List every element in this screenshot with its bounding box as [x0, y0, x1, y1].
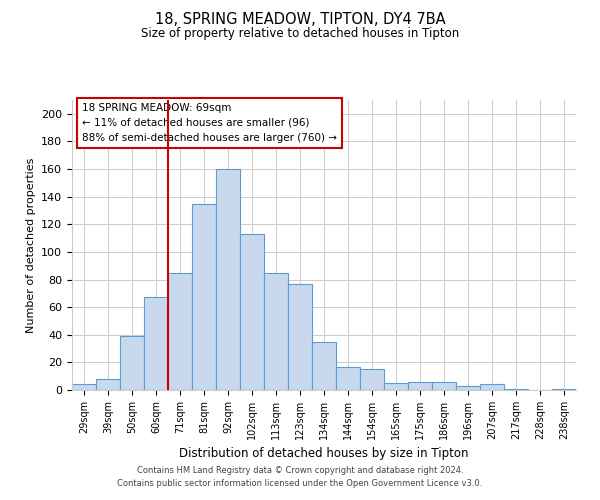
- Bar: [480, 384, 504, 390]
- Bar: [240, 234, 264, 390]
- Text: Contains HM Land Registry data © Crown copyright and database right 2024.
Contai: Contains HM Land Registry data © Crown c…: [118, 466, 482, 487]
- Bar: [96, 379, 120, 390]
- Bar: [288, 284, 312, 390]
- Y-axis label: Number of detached properties: Number of detached properties: [26, 158, 35, 332]
- Bar: [120, 336, 144, 390]
- Bar: [144, 298, 168, 390]
- Bar: [456, 386, 480, 390]
- Bar: [216, 169, 240, 390]
- X-axis label: Distribution of detached houses by size in Tipton: Distribution of detached houses by size …: [179, 448, 469, 460]
- Text: Size of property relative to detached houses in Tipton: Size of property relative to detached ho…: [141, 28, 459, 40]
- Bar: [312, 342, 336, 390]
- Bar: [72, 384, 96, 390]
- Bar: [432, 382, 456, 390]
- Text: 18, SPRING MEADOW, TIPTON, DY4 7BA: 18, SPRING MEADOW, TIPTON, DY4 7BA: [155, 12, 445, 28]
- Bar: [552, 388, 576, 390]
- Bar: [504, 388, 528, 390]
- Bar: [264, 272, 288, 390]
- Bar: [192, 204, 216, 390]
- Text: 18 SPRING MEADOW: 69sqm
← 11% of detached houses are smaller (96)
88% of semi-de: 18 SPRING MEADOW: 69sqm ← 11% of detache…: [82, 103, 337, 142]
- Bar: [384, 383, 408, 390]
- Bar: [168, 272, 192, 390]
- Bar: [360, 370, 384, 390]
- Bar: [336, 366, 360, 390]
- Bar: [408, 382, 432, 390]
